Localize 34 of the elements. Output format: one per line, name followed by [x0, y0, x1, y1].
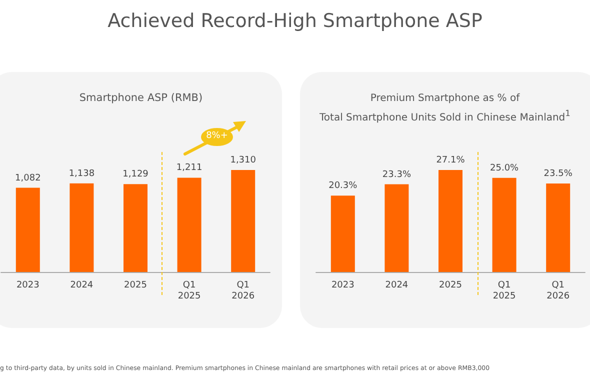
x-tick-label: 2023	[331, 280, 354, 290]
bar	[177, 178, 202, 272]
data-label: 1,138	[68, 168, 95, 179]
bar	[124, 184, 148, 272]
data-label: 23.5%	[544, 169, 573, 180]
chart-title: Achieved Record-High Smartphone ASP	[106, 10, 484, 32]
bar	[438, 170, 462, 272]
bar	[70, 183, 94, 272]
x-tick-label: 2025	[439, 280, 462, 290]
chart-subtitle: Smartphone ASP (RMB)	[78, 92, 204, 104]
x-tick-label: 2024	[385, 280, 408, 290]
text: 8%+	[205, 131, 229, 141]
data-label: 1,129	[122, 170, 149, 180]
x-tick-label: Q1 2025	[492, 280, 516, 302]
bar	[16, 188, 40, 272]
data-label: 27.1%	[436, 156, 466, 166]
data-label: 1,310	[230, 156, 256, 166]
bar	[330, 196, 355, 272]
bar	[546, 184, 570, 272]
bar	[231, 170, 256, 272]
data-label: 23.3%	[382, 170, 412, 180]
data-label: 20.3%	[328, 181, 358, 192]
data-label: 1,211	[176, 163, 202, 174]
bar	[492, 178, 516, 272]
x-tick-label: 2023	[16, 280, 40, 290]
x-tick-label: Q1 2026	[232, 280, 255, 302]
x-tick-label: Q1 2026	[546, 280, 570, 302]
x-tick-label: 2024	[70, 280, 94, 290]
x-tick-label: 2025	[124, 280, 147, 290]
data-label: 1,082	[15, 173, 41, 184]
bar	[384, 184, 409, 272]
x-tick-label: Q1 2025	[178, 280, 201, 302]
chart-title: Premium Smartphone as % of Total Smartphone Units Sold in Chinese Mainland$^{1}$	[318, 92, 572, 126]
data-label: 25.0%	[490, 163, 520, 174]
